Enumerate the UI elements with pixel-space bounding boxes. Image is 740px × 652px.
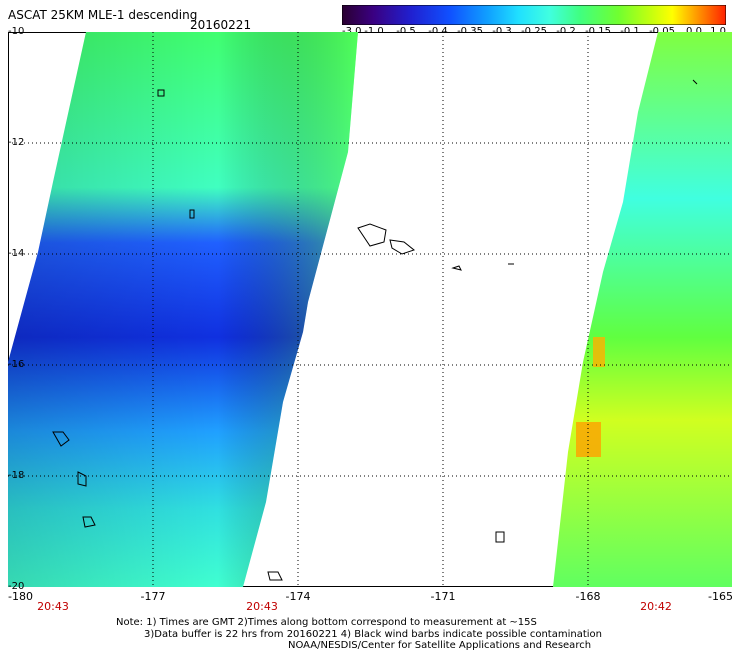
note-line-2: 3)Data buffer is 22 hrs from 20160221 4)…: [144, 629, 602, 640]
colorbar-tick-label: -0.2: [556, 26, 576, 37]
colorbar-tick-label: -0.4: [428, 26, 448, 37]
map-date: 20160221: [190, 18, 252, 32]
colorbar-tick-label: -0.5: [396, 26, 416, 37]
colorbar-tick-label: -1.0: [364, 26, 384, 37]
map-title: ASCAT 25KM MLE-1 descending: [8, 8, 198, 22]
pass-time-label: 20:42: [640, 600, 672, 613]
colorbar-tick-label: -0.05: [649, 26, 675, 37]
latitude-label: -12: [8, 137, 25, 148]
longitude-label: -168: [575, 590, 601, 603]
latitude-label: -20: [8, 581, 25, 592]
map-swaths: [8, 32, 732, 587]
colorbar-tick-label: 1.0: [710, 26, 726, 37]
colorbar-tick-label: -0.25: [521, 26, 547, 37]
longitude-label: -171: [430, 590, 456, 603]
latitude-label: -16: [8, 359, 25, 370]
left-swath-shade: [8, 32, 358, 587]
colorbar-tick-label: -0.15: [585, 26, 611, 37]
latitude-label: -18: [8, 470, 25, 481]
right-swath: [553, 32, 732, 587]
longitude-label: -180: [8, 590, 33, 603]
latitude-label: -14: [8, 248, 25, 259]
island-outlines: [52, 79, 698, 581]
colorbar-tick-label: -0.3: [492, 26, 512, 37]
longitude-label: -165: [708, 590, 733, 603]
note-line-1: Note: 1) Times are GMT 2)Times along bot…: [116, 617, 537, 628]
colorbar-tick-label: 0.0: [686, 26, 702, 37]
latitude-label: -10: [8, 26, 25, 37]
pass-time-label: 20:43: [246, 600, 278, 613]
colorbar-tick-label: -3.0: [342, 26, 362, 37]
colorbar-tick-label: -0.1: [620, 26, 640, 37]
longitude-label: -174: [285, 590, 311, 603]
colorbar: [342, 5, 726, 25]
longitude-label: -177: [140, 590, 166, 603]
note-line-3: NOAA/NESDIS/Center for Satellite Applica…: [288, 640, 592, 651]
colorbar-tick-label: -0.35: [457, 26, 483, 37]
pass-time-label: 20:43: [37, 600, 69, 613]
